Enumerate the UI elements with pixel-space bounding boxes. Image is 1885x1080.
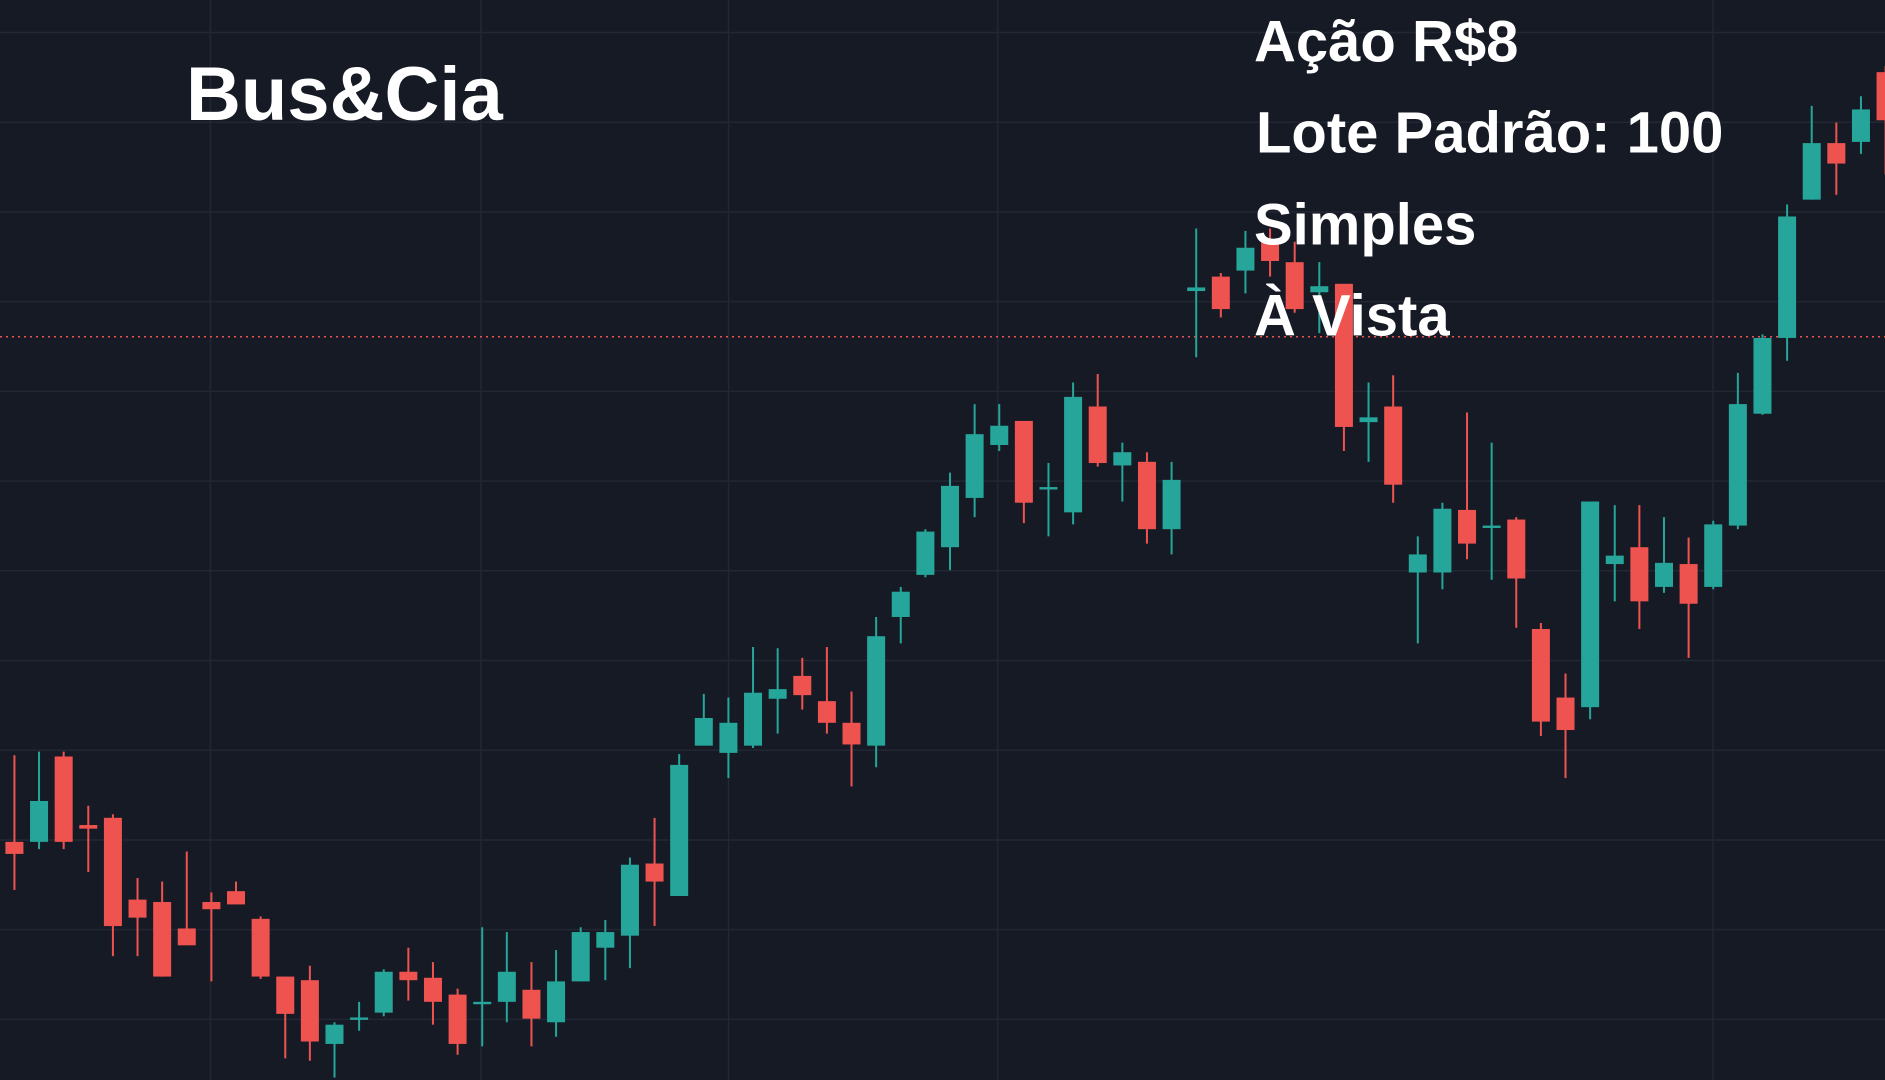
candle-body — [448, 994, 467, 1044]
candle-body — [941, 485, 960, 548]
candle-body — [79, 825, 98, 829]
candle-body — [817, 701, 836, 723]
candle-body — [1876, 72, 1885, 121]
candle-body — [1753, 337, 1772, 414]
candle-body — [350, 1017, 369, 1020]
candle-body — [744, 692, 763, 746]
candle-body — [891, 591, 910, 617]
candle-body — [916, 531, 935, 575]
candle-body — [227, 891, 246, 905]
candle-body — [399, 971, 418, 981]
candle-body — [1433, 508, 1452, 573]
candle-body — [300, 980, 319, 1042]
candle-body — [1359, 417, 1378, 423]
candle-body — [571, 932, 590, 982]
candle-body — [1827, 143, 1846, 164]
candle-body — [694, 717, 713, 746]
candle-body — [867, 636, 886, 746]
candle-body — [423, 977, 442, 1002]
candle-body — [1581, 501, 1600, 708]
candle-body — [547, 981, 566, 1023]
candle-body — [54, 756, 73, 842]
candle-body — [1531, 628, 1550, 722]
candle-body — [719, 722, 738, 753]
annotation: Lote Padrão: 100 — [1256, 100, 1723, 165]
chart-title: Bus&Cia — [186, 52, 503, 137]
candle-body — [276, 976, 295, 1014]
candle-body — [1384, 406, 1403, 485]
candle-body — [645, 863, 664, 882]
candle-body — [1113, 452, 1132, 466]
candle-body — [5, 841, 24, 854]
annotation: Simples — [1254, 192, 1476, 257]
candle-body — [522, 989, 541, 1019]
candle-body — [965, 434, 984, 498]
candle-body — [1014, 420, 1033, 503]
annotation: À Vista — [1254, 283, 1450, 348]
candle-body — [1261, 241, 1280, 261]
candle-body — [842, 722, 861, 745]
candle-body — [1728, 404, 1747, 526]
candle-body — [990, 425, 1009, 445]
candle-body — [30, 800, 49, 842]
candle-body — [1654, 562, 1673, 587]
candle-body — [1408, 554, 1427, 573]
annotation: Ação R$8 — [1254, 9, 1518, 74]
candle-body — [1482, 525, 1501, 528]
candle-body — [1088, 406, 1107, 464]
candle-body — [497, 971, 516, 1002]
candle-body — [1679, 564, 1698, 604]
candle-body — [1605, 555, 1624, 565]
candle-body — [473, 1001, 492, 1005]
candle-body — [202, 902, 221, 910]
candle-body — [153, 902, 172, 977]
candle-body — [1630, 547, 1649, 602]
candle-body — [1778, 216, 1797, 338]
candle-body — [325, 1024, 344, 1044]
candle-body — [768, 689, 787, 699]
candle-body — [596, 932, 615, 948]
candles — [0, 66, 1885, 1078]
candle-body — [1137, 461, 1156, 530]
candle-body — [1802, 143, 1821, 200]
candle-body — [1556, 697, 1575, 731]
candle-body — [620, 864, 639, 936]
candle-body — [1704, 524, 1723, 587]
candle-body — [793, 675, 812, 696]
candle-body — [1162, 479, 1181, 530]
candle-body — [251, 918, 270, 977]
candle-body — [1458, 509, 1477, 544]
candle-body — [1187, 287, 1206, 292]
candle-body — [1064, 396, 1083, 513]
labels: Bus&Cia Ação R$8 Lote Padrão: 100 Simple… — [186, 9, 1723, 348]
candle-body — [177, 928, 196, 946]
candle-body — [103, 817, 122, 927]
candle-body — [374, 971, 393, 1013]
candle-body — [1236, 247, 1255, 271]
candle-body — [1211, 276, 1230, 310]
candle-body — [128, 899, 147, 918]
candle-body — [1310, 286, 1329, 293]
candle-body — [1851, 109, 1870, 142]
candle-body — [670, 764, 689, 896]
candle-body — [1507, 519, 1526, 579]
candle-body — [1334, 283, 1353, 427]
candle-body — [1039, 487, 1058, 490]
candle-body — [1285, 262, 1304, 310]
